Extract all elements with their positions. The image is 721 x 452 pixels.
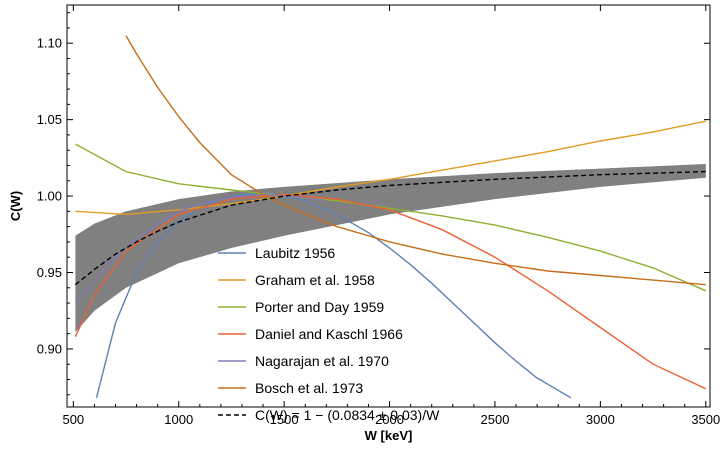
x-tick-label: 3500 xyxy=(691,412,720,427)
y-tick-label: 1.00 xyxy=(37,189,62,204)
legend-label: Nagarajan et al. 1970 xyxy=(255,353,389,369)
series-line-7 xyxy=(74,170,706,286)
y-tick-label: 1.05 xyxy=(37,112,62,127)
legend-item-laubitz-1956: Laubitz 1956 xyxy=(218,245,335,261)
uncertainty-band-layer xyxy=(75,164,706,333)
uncertainty-band xyxy=(75,164,706,333)
x-tick-label: 500 xyxy=(62,412,84,427)
series-line-2 xyxy=(75,120,706,216)
x-tick-label: 2000 xyxy=(375,412,404,427)
x-tick-label: 1000 xyxy=(164,412,193,427)
series-line-5 xyxy=(74,193,327,304)
legend-label: Graham et al. 1958 xyxy=(255,272,375,288)
y-tick-label: 0.90 xyxy=(37,341,62,356)
legend-item-graham-et-al-1958: Graham et al. 1958 xyxy=(218,272,375,288)
x-axis-title: W [keV] xyxy=(365,428,413,443)
legend-item-porter-and-day-1959: Porter and Day 1959 xyxy=(218,299,384,315)
curve-layer xyxy=(74,35,707,399)
legend-label: Bosch et al. 1973 xyxy=(255,380,363,396)
x-tick-label: 3000 xyxy=(586,412,615,427)
legend-item-daniel-and-kaschl-1966: Daniel and Kaschl 1966 xyxy=(218,326,403,342)
plot-area xyxy=(74,35,707,399)
legend-label: Laubitz 1956 xyxy=(255,245,335,261)
series-line-1 xyxy=(95,192,572,399)
plot-frame xyxy=(66,4,711,408)
series-line-6 xyxy=(125,35,706,286)
legend: Laubitz 1956 Graham et al. 1958 Porter and… xyxy=(218,245,440,423)
legend-label: Porter and Day 1959 xyxy=(255,299,384,315)
series-line-3 xyxy=(75,143,707,292)
legend-item-nagarajan-et-al-1970: Nagarajan et al. 1970 xyxy=(218,353,389,369)
x-tick-label: 2500 xyxy=(481,412,510,427)
legend-label: C(W) = 1 − (0.0834 ± 0.03)/W xyxy=(255,407,440,423)
y-tick-label: 0.95 xyxy=(37,265,62,280)
legend-label: Daniel and Kaschl 1966 xyxy=(255,326,403,342)
legend-item-bosch-et-al-1973: Bosch et al. 1973 xyxy=(218,380,363,396)
y-tick-label: 1.10 xyxy=(37,36,62,51)
axes: 500 1000 1500 2000 2500 3000 3500 0.90 0.95 1.00 1… xyxy=(8,4,720,443)
series-line-4 xyxy=(74,193,707,390)
y-axis-title: C(W) xyxy=(8,191,23,221)
legend-item-c-w-1-0-0834-0-03-w: C(W) = 1 − (0.0834 ± 0.03)/W xyxy=(218,407,440,423)
x-tick-label: 1500 xyxy=(270,412,299,427)
